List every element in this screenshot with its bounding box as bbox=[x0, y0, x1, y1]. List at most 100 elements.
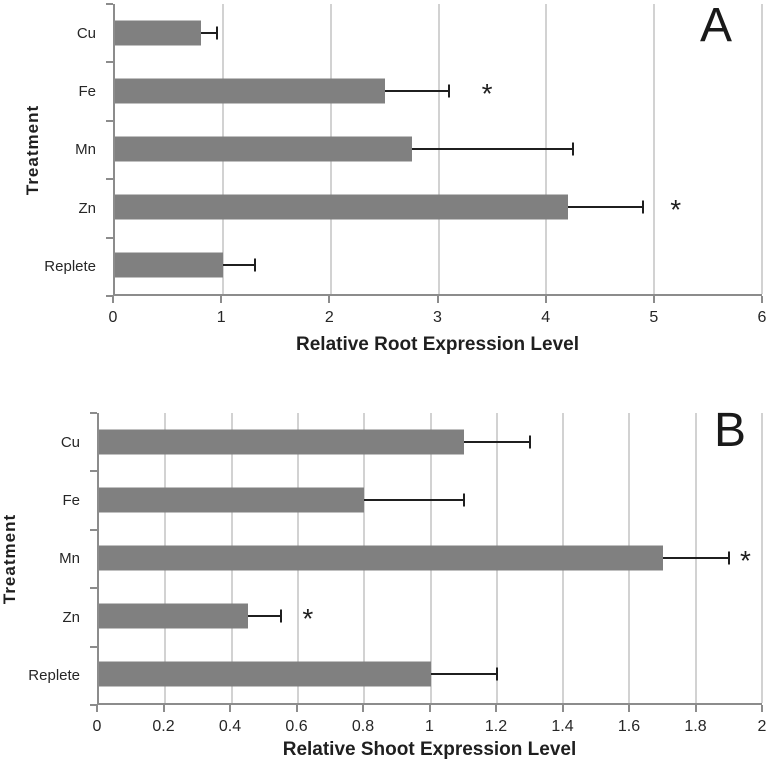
x-tick-label: 1.2 bbox=[484, 718, 508, 735]
x-axis-title: Relative Root Expression Level bbox=[296, 334, 579, 355]
significance-asterisk-zn: * bbox=[670, 193, 682, 225]
x-tick-label: 0.6 bbox=[285, 718, 308, 735]
bar-row-mn: * bbox=[99, 529, 762, 587]
error-cap-fe bbox=[462, 493, 465, 507]
bar-row-replete bbox=[99, 645, 762, 703]
bar-cu bbox=[115, 20, 202, 46]
x-tick-mark bbox=[761, 296, 763, 303]
error-bar-fe bbox=[364, 499, 464, 501]
significance-asterisk-fe: * bbox=[481, 77, 493, 109]
bar-row-fe bbox=[99, 471, 762, 529]
category-label-mn: Mn bbox=[59, 550, 80, 568]
x-tick-label: 0 bbox=[92, 718, 102, 735]
x-tick-mark bbox=[162, 705, 165, 712]
x-tick-mark bbox=[561, 705, 564, 712]
bar-row-fe: * bbox=[115, 62, 762, 120]
x-tick-mark bbox=[495, 705, 497, 712]
bar-mn bbox=[115, 136, 412, 162]
x-tick-mark bbox=[436, 296, 439, 303]
error-cap-zn bbox=[642, 200, 645, 214]
error-bar-mn bbox=[662, 557, 729, 559]
category-labels: Cu Fe Mn Zn Replete bbox=[0, 413, 89, 705]
error-cap-replete bbox=[495, 667, 498, 681]
panel-letter: B bbox=[713, 404, 746, 457]
category-label-zn: Zn bbox=[62, 608, 80, 626]
x-tick-label: 0.4 bbox=[218, 718, 242, 735]
x-axis-title: Relative Shoot Expression Level bbox=[282, 739, 577, 760]
category-label-cu: Cu bbox=[76, 24, 96, 42]
x-tick-mark bbox=[328, 296, 331, 303]
x-tick-label: 2 bbox=[324, 309, 334, 326]
y-tick-mark bbox=[106, 3, 113, 5]
x-tick-mark bbox=[96, 705, 98, 712]
y-tick-mark bbox=[90, 704, 97, 706]
panel-letter: A bbox=[699, 0, 732, 52]
error-bar-zn bbox=[567, 206, 644, 208]
significance-asterisk-mn: * bbox=[739, 544, 751, 576]
bar-mn bbox=[99, 545, 663, 571]
category-labels: Cu Fe Mn Zn Replete bbox=[0, 4, 105, 296]
y-tick-mark bbox=[90, 528, 97, 531]
gridline bbox=[761, 413, 763, 703]
x-axis-ticks: 0 1 2 3 4 5 6 bbox=[109, 296, 766, 332]
bar-fe bbox=[99, 487, 365, 513]
x-tick-label: 0.2 bbox=[152, 718, 175, 735]
x-tick-label: 3 bbox=[433, 309, 442, 326]
x-tick-mark bbox=[295, 705, 298, 712]
x-tick-label: 4 bbox=[541, 309, 551, 326]
x-tick-label: 0.8 bbox=[351, 718, 375, 735]
bar-row-replete bbox=[115, 236, 762, 294]
error-cap-cu bbox=[216, 26, 219, 40]
category-label-zn: Zn bbox=[78, 199, 96, 217]
x-tick-mark bbox=[428, 705, 431, 712]
category-label-mn: Mn bbox=[75, 141, 96, 159]
error-bar-cu bbox=[201, 32, 218, 34]
x-tick-mark bbox=[761, 705, 763, 712]
x-tick-mark bbox=[694, 705, 697, 712]
gridline bbox=[653, 4, 655, 294]
category-label-cu: Cu bbox=[60, 433, 80, 451]
error-cap-replete bbox=[254, 258, 257, 272]
x-tick-label: 1.6 bbox=[617, 718, 641, 735]
bar-zn bbox=[115, 194, 568, 220]
x-tick-mark bbox=[362, 705, 364, 712]
error-bar-mn bbox=[411, 148, 574, 150]
y-tick-mark bbox=[106, 119, 113, 122]
error-cap-fe bbox=[448, 84, 451, 98]
x-tick-label: 2 bbox=[757, 718, 767, 735]
y-axis-ticks bbox=[106, 3, 113, 297]
plot-area: * * B bbox=[97, 407, 763, 705]
error-cap-mn bbox=[727, 551, 730, 565]
bar-fe bbox=[115, 78, 385, 104]
x-tick-mark bbox=[229, 705, 231, 712]
x-tick-mark bbox=[628, 705, 630, 712]
bars-layer: * * bbox=[99, 413, 762, 703]
bar-cu bbox=[99, 429, 464, 455]
error-bar-cu bbox=[463, 441, 530, 443]
x-tick-mark bbox=[652, 296, 655, 303]
bar-zn bbox=[99, 603, 249, 629]
plot-area: * * A bbox=[113, 0, 763, 296]
error-bar-zn bbox=[248, 615, 282, 617]
panel-b-shoot-expression-chart: Treatment Cu Fe Mn Zn Replete * * B 0 0.2 0.4 0.… bbox=[0, 390, 776, 774]
y-tick-mark bbox=[106, 295, 113, 297]
bar-row-zn: * bbox=[115, 178, 762, 236]
y-axis-ticks bbox=[90, 412, 97, 706]
category-label-replete: Replete bbox=[44, 258, 96, 276]
y-tick-mark bbox=[90, 470, 97, 473]
bar-row-mn bbox=[115, 120, 762, 178]
bar-replete bbox=[99, 661, 431, 687]
significance-asterisk-zn: * bbox=[302, 602, 314, 634]
y-tick-mark bbox=[106, 61, 113, 64]
gridline bbox=[761, 4, 763, 294]
x-tick-label: 1 bbox=[216, 309, 226, 326]
y-tick-mark bbox=[106, 178, 113, 181]
x-axis-ticks: 0 0.2 0.4 0.6 0.8 1 1.2 1.4 1.6 1.8 2 bbox=[93, 705, 766, 741]
x-tick-mark bbox=[220, 296, 223, 303]
y-tick-mark bbox=[90, 412, 97, 414]
x-tick-mark bbox=[112, 296, 114, 303]
category-label-fe: Fe bbox=[78, 83, 96, 101]
x-tick-label: 1.4 bbox=[551, 718, 574, 735]
